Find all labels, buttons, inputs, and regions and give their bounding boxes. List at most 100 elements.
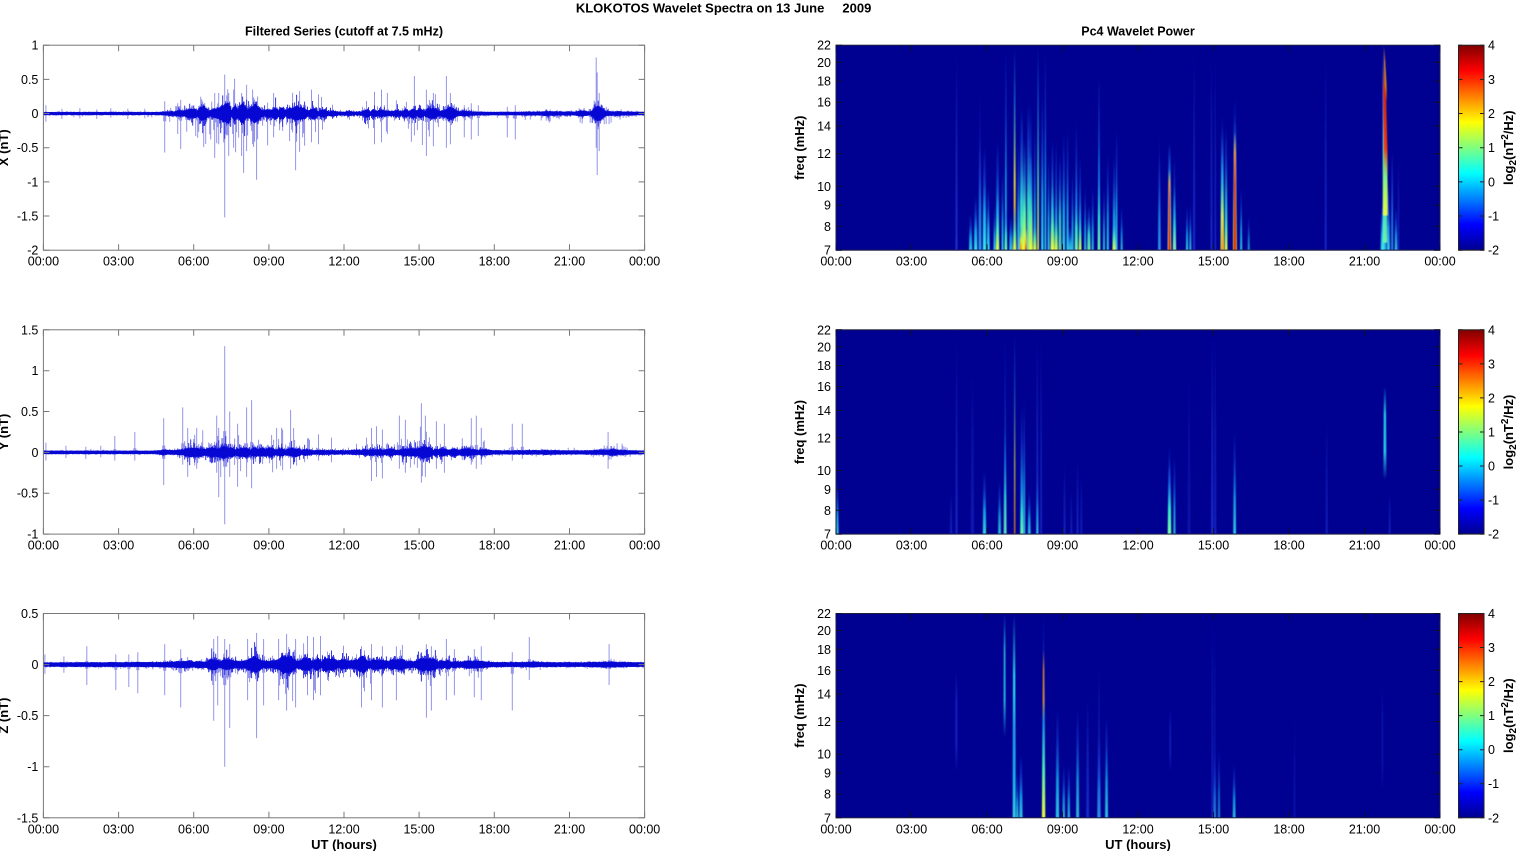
svg-text:log2(nT2/Hz): log2(nT2/Hz) <box>1500 395 1519 470</box>
svg-text:freq (mHz): freq (mHz) <box>792 683 807 747</box>
svg-text:7: 7 <box>824 811 831 825</box>
svg-text:0.5: 0.5 <box>21 405 38 419</box>
svg-text:21:00: 21:00 <box>1349 822 1380 836</box>
svg-text:16: 16 <box>817 380 831 394</box>
svg-text:Z (nT): Z (nT) <box>0 698 11 734</box>
svg-text:-1.5: -1.5 <box>17 210 39 224</box>
svg-text:-1: -1 <box>1488 494 1499 508</box>
svg-text:freq (mHz): freq (mHz) <box>792 400 807 464</box>
svg-text:21:00: 21:00 <box>554 255 585 269</box>
svg-text:0.5: 0.5 <box>21 607 38 621</box>
svg-text:09:00: 09:00 <box>1047 255 1078 269</box>
svg-text:15:00: 15:00 <box>1198 255 1229 269</box>
svg-text:22: 22 <box>817 607 831 621</box>
svg-text:log2(nT2/Hz): log2(nT2/Hz) <box>1500 678 1519 753</box>
svg-text:00:00: 00:00 <box>820 822 851 836</box>
svg-text:14: 14 <box>817 688 831 702</box>
svg-text:09:00: 09:00 <box>1047 539 1078 553</box>
svg-text:03:00: 03:00 <box>103 255 134 269</box>
svg-text:0: 0 <box>1488 460 1495 474</box>
svg-text:9: 9 <box>824 767 831 781</box>
svg-text:18:00: 18:00 <box>1273 539 1304 553</box>
svg-text:22: 22 <box>817 39 831 53</box>
svg-text:15:00: 15:00 <box>1198 822 1229 836</box>
svg-text:00:00: 00:00 <box>629 822 660 836</box>
svg-text:12:00: 12:00 <box>1122 539 1153 553</box>
svg-text:18:00: 18:00 <box>479 822 510 836</box>
svg-text:-1: -1 <box>27 528 38 542</box>
svg-text:2: 2 <box>1488 107 1495 121</box>
svg-text:UT (hours): UT (hours) <box>311 837 377 851</box>
svg-text:12: 12 <box>817 715 831 729</box>
svg-text:15:00: 15:00 <box>403 822 434 836</box>
svg-text:06:00: 06:00 <box>178 539 209 553</box>
svg-text:21:00: 21:00 <box>554 539 585 553</box>
svg-text:8: 8 <box>824 504 831 518</box>
svg-text:06:00: 06:00 <box>971 255 1002 269</box>
svg-text:03:00: 03:00 <box>896 255 927 269</box>
svg-text:-0.5: -0.5 <box>17 487 39 501</box>
svg-text:03:00: 03:00 <box>103 539 134 553</box>
svg-text:00:00: 00:00 <box>28 822 59 836</box>
svg-text:freq (mHz): freq (mHz) <box>792 116 807 180</box>
svg-text:09:00: 09:00 <box>1047 822 1078 836</box>
svg-text:18: 18 <box>817 643 831 657</box>
svg-text:18:00: 18:00 <box>479 255 510 269</box>
svg-text:-0.5: -0.5 <box>17 709 39 723</box>
svg-text:9: 9 <box>824 483 831 497</box>
svg-text:KLOKOTOS Wavelet Spectra on 13: KLOKOTOS Wavelet Spectra on 13 June 2009 <box>576 1 872 16</box>
svg-text:18:00: 18:00 <box>479 539 510 553</box>
svg-text:20: 20 <box>817 56 831 70</box>
svg-text:12:00: 12:00 <box>1122 822 1153 836</box>
svg-text:20: 20 <box>817 340 831 354</box>
svg-text:09:00: 09:00 <box>253 255 284 269</box>
svg-text:03:00: 03:00 <box>103 822 134 836</box>
svg-text:00:00: 00:00 <box>629 539 660 553</box>
svg-text:1: 1 <box>1488 709 1495 723</box>
svg-text:06:00: 06:00 <box>178 822 209 836</box>
svg-text:03:00: 03:00 <box>896 822 927 836</box>
svg-text:10: 10 <box>817 464 831 478</box>
svg-text:21:00: 21:00 <box>554 822 585 836</box>
svg-text:2: 2 <box>1488 391 1495 405</box>
svg-text:-2: -2 <box>1488 528 1499 542</box>
svg-text:-0.5: -0.5 <box>17 141 39 155</box>
svg-text:8: 8 <box>824 220 831 234</box>
svg-text:1: 1 <box>1488 426 1495 440</box>
svg-text:03:00: 03:00 <box>896 539 927 553</box>
svg-text:3: 3 <box>1488 641 1495 655</box>
svg-text:Filtered Series (cutoff at 7.5: Filtered Series (cutoff at 7.5 mHz) <box>245 25 443 39</box>
svg-text:15:00: 15:00 <box>403 539 434 553</box>
svg-text:09:00: 09:00 <box>253 539 284 553</box>
svg-text:0: 0 <box>31 107 38 121</box>
svg-text:-1: -1 <box>27 175 38 189</box>
svg-text:14: 14 <box>817 120 831 134</box>
svg-text:20: 20 <box>817 624 831 638</box>
svg-text:12:00: 12:00 <box>328 822 359 836</box>
svg-text:16: 16 <box>817 664 831 678</box>
svg-text:-2: -2 <box>1488 244 1499 258</box>
svg-text:Y (nT): Y (nT) <box>0 414 11 451</box>
svg-text:00:00: 00:00 <box>1424 539 1455 553</box>
svg-text:18: 18 <box>817 75 831 89</box>
svg-text:12: 12 <box>817 431 831 445</box>
svg-text:4: 4 <box>1488 607 1495 621</box>
svg-text:3: 3 <box>1488 357 1495 371</box>
svg-text:1: 1 <box>1488 141 1495 155</box>
svg-text:4: 4 <box>1488 323 1495 337</box>
svg-text:2: 2 <box>1488 675 1495 689</box>
svg-text:0: 0 <box>1488 175 1495 189</box>
svg-text:14: 14 <box>817 404 831 418</box>
svg-text:00:00: 00:00 <box>629 255 660 269</box>
svg-text:9: 9 <box>824 199 831 213</box>
svg-text:12:00: 12:00 <box>1122 255 1153 269</box>
svg-text:X (nT): X (nT) <box>0 129 11 166</box>
svg-text:8: 8 <box>824 788 831 802</box>
svg-text:7: 7 <box>824 528 831 542</box>
svg-text:10: 10 <box>817 748 831 762</box>
svg-text:00:00: 00:00 <box>1424 822 1455 836</box>
svg-text:12:00: 12:00 <box>328 255 359 269</box>
svg-text:-2: -2 <box>27 244 38 258</box>
svg-text:10: 10 <box>817 180 831 194</box>
svg-text:00:00: 00:00 <box>820 539 851 553</box>
